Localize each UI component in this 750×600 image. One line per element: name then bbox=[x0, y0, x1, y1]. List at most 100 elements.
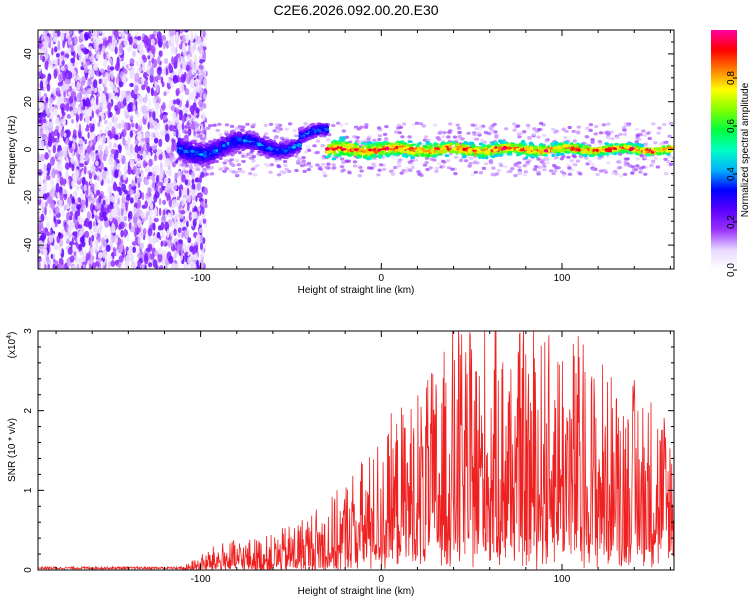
spectrogram-point bbox=[97, 144, 103, 152]
spectrogram-point bbox=[81, 125, 84, 135]
spectrogram-point bbox=[196, 92, 200, 98]
spectrogram-point bbox=[294, 134, 299, 138]
spectrogram-point bbox=[324, 165, 329, 169]
spectrogram-point bbox=[453, 172, 458, 176]
spectrogram-point bbox=[158, 138, 163, 148]
spectrogram-point bbox=[184, 88, 190, 96]
spectrogram-point bbox=[157, 56, 161, 65]
spectrogram-point bbox=[128, 222, 132, 230]
spectrogram-point bbox=[95, 160, 99, 167]
spectrogram-point bbox=[48, 40, 52, 49]
spectrogram-point bbox=[202, 151, 207, 155]
spectrogram-point bbox=[357, 174, 362, 178]
spectrogram-point bbox=[108, 155, 114, 166]
spectrogram-point bbox=[128, 36, 133, 45]
spectrogram-point bbox=[184, 30, 189, 33]
spectrogram-point bbox=[186, 194, 191, 204]
spectrogram-point bbox=[113, 153, 117, 161]
spectrogram-point bbox=[110, 148, 116, 155]
spectrogram-point bbox=[542, 168, 547, 172]
spectrogram-point bbox=[332, 166, 337, 170]
spectrogram-point bbox=[127, 103, 132, 113]
spectrogram-point bbox=[224, 123, 230, 127]
spectrogram-point bbox=[346, 159, 351, 163]
spectrogram-point bbox=[657, 126, 662, 130]
spectrogram-point bbox=[135, 122, 139, 130]
spectrogram-point bbox=[141, 137, 146, 142]
spectrogram-point bbox=[635, 157, 640, 161]
spectrogram-point bbox=[268, 152, 272, 155]
spectrogram-point bbox=[148, 98, 151, 109]
spectrogram-point bbox=[94, 185, 97, 195]
spectrogram-point bbox=[199, 174, 202, 184]
spectrogram-point bbox=[127, 137, 131, 142]
spectrogram-point bbox=[481, 166, 487, 170]
spectrogram-point bbox=[250, 167, 256, 171]
spectrogram-point bbox=[145, 194, 148, 200]
spectrogram-point bbox=[268, 122, 274, 126]
spectrogram-point bbox=[637, 137, 642, 142]
spectrogram-point bbox=[306, 168, 312, 172]
spectrogram-point bbox=[591, 167, 596, 171]
spectrogram-point bbox=[68, 85, 73, 93]
spectrogram-point bbox=[201, 52, 207, 60]
spectrogram-point bbox=[185, 220, 189, 228]
spectrogram-point bbox=[89, 246, 95, 255]
spectrogram-point bbox=[548, 169, 554, 173]
spectrogram-point bbox=[107, 255, 113, 262]
spectrogram-point bbox=[97, 135, 101, 143]
spectrogram-point bbox=[74, 233, 77, 242]
spectrogram-point bbox=[131, 225, 135, 232]
spectrogram-point bbox=[102, 199, 106, 206]
spectrogram-point bbox=[113, 195, 119, 201]
spectrogram-point bbox=[503, 165, 508, 169]
spectrogram-point bbox=[236, 163, 241, 167]
spectrogram-point bbox=[341, 168, 346, 172]
spectrogram-point bbox=[52, 145, 57, 154]
spectrogram-point bbox=[193, 73, 196, 78]
spectrogram-point bbox=[296, 143, 302, 147]
spectrogram-point bbox=[52, 253, 56, 260]
spectrogram-point bbox=[455, 123, 460, 127]
spectrogram-point bbox=[126, 93, 130, 102]
spectrogram-point bbox=[162, 114, 168, 121]
spectrogram-point bbox=[641, 129, 646, 133]
spectrogram-point bbox=[79, 113, 83, 122]
spectrogram-point bbox=[532, 127, 537, 131]
spectrogram-point bbox=[57, 40, 61, 51]
spectrogram-point bbox=[153, 217, 159, 223]
spectrogram-point bbox=[87, 132, 90, 139]
spectrogram-point bbox=[55, 53, 60, 58]
spectrogram-point bbox=[168, 182, 174, 189]
spectrogram-point bbox=[230, 130, 234, 133]
spectrogram-point bbox=[188, 70, 192, 77]
spectrogram-point bbox=[147, 171, 153, 177]
spectrogram-point bbox=[512, 122, 517, 126]
spectrogram-point bbox=[126, 149, 131, 156]
spectrogram-point bbox=[168, 239, 171, 249]
spectrogram-point bbox=[477, 127, 483, 131]
spectrogram-point bbox=[541, 133, 547, 138]
spectrogram-point bbox=[434, 166, 440, 170]
spectrogram-point bbox=[118, 43, 123, 54]
spectrogram-point bbox=[527, 137, 532, 141]
spectrogram-point bbox=[542, 164, 547, 168]
spectrogram-point bbox=[463, 159, 469, 163]
spectrogram-point bbox=[123, 121, 128, 132]
spectrogram-point bbox=[650, 161, 656, 165]
spectrogram-point bbox=[436, 162, 442, 166]
spectrogram-point bbox=[43, 174, 46, 181]
spectrogram-point bbox=[566, 163, 571, 167]
spectrogram-point bbox=[304, 150, 309, 154]
spectrogram-point bbox=[237, 134, 243, 138]
spectrogram-point bbox=[60, 33, 64, 40]
spectrogram-point bbox=[114, 169, 119, 179]
spectrogram-point bbox=[190, 39, 193, 49]
spectrogram-point bbox=[468, 156, 474, 161]
spectrogram-point bbox=[143, 160, 147, 169]
spectrogram-point bbox=[198, 123, 203, 127]
spectrogram-point bbox=[90, 151, 95, 158]
spectrogram-point bbox=[284, 140, 290, 145]
spectrogram-point bbox=[128, 210, 133, 220]
spectrogram-point bbox=[251, 123, 257, 127]
